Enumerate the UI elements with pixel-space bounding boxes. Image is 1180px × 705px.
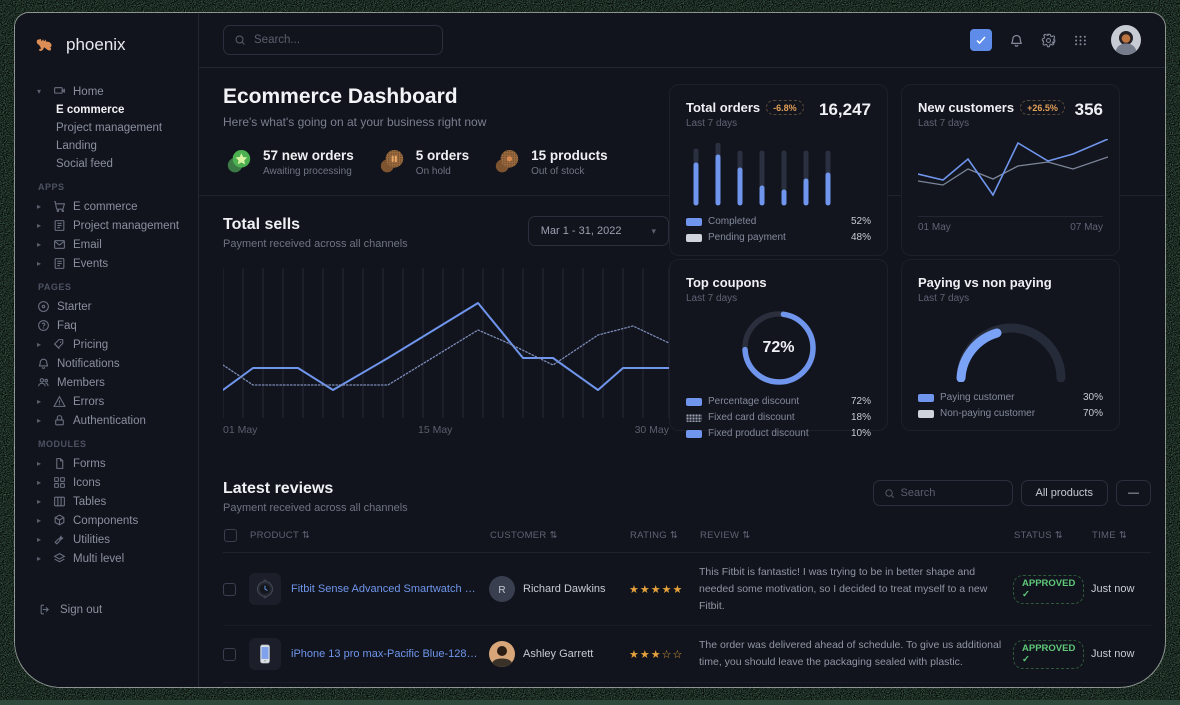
svg-text:R: R [498,585,505,596]
